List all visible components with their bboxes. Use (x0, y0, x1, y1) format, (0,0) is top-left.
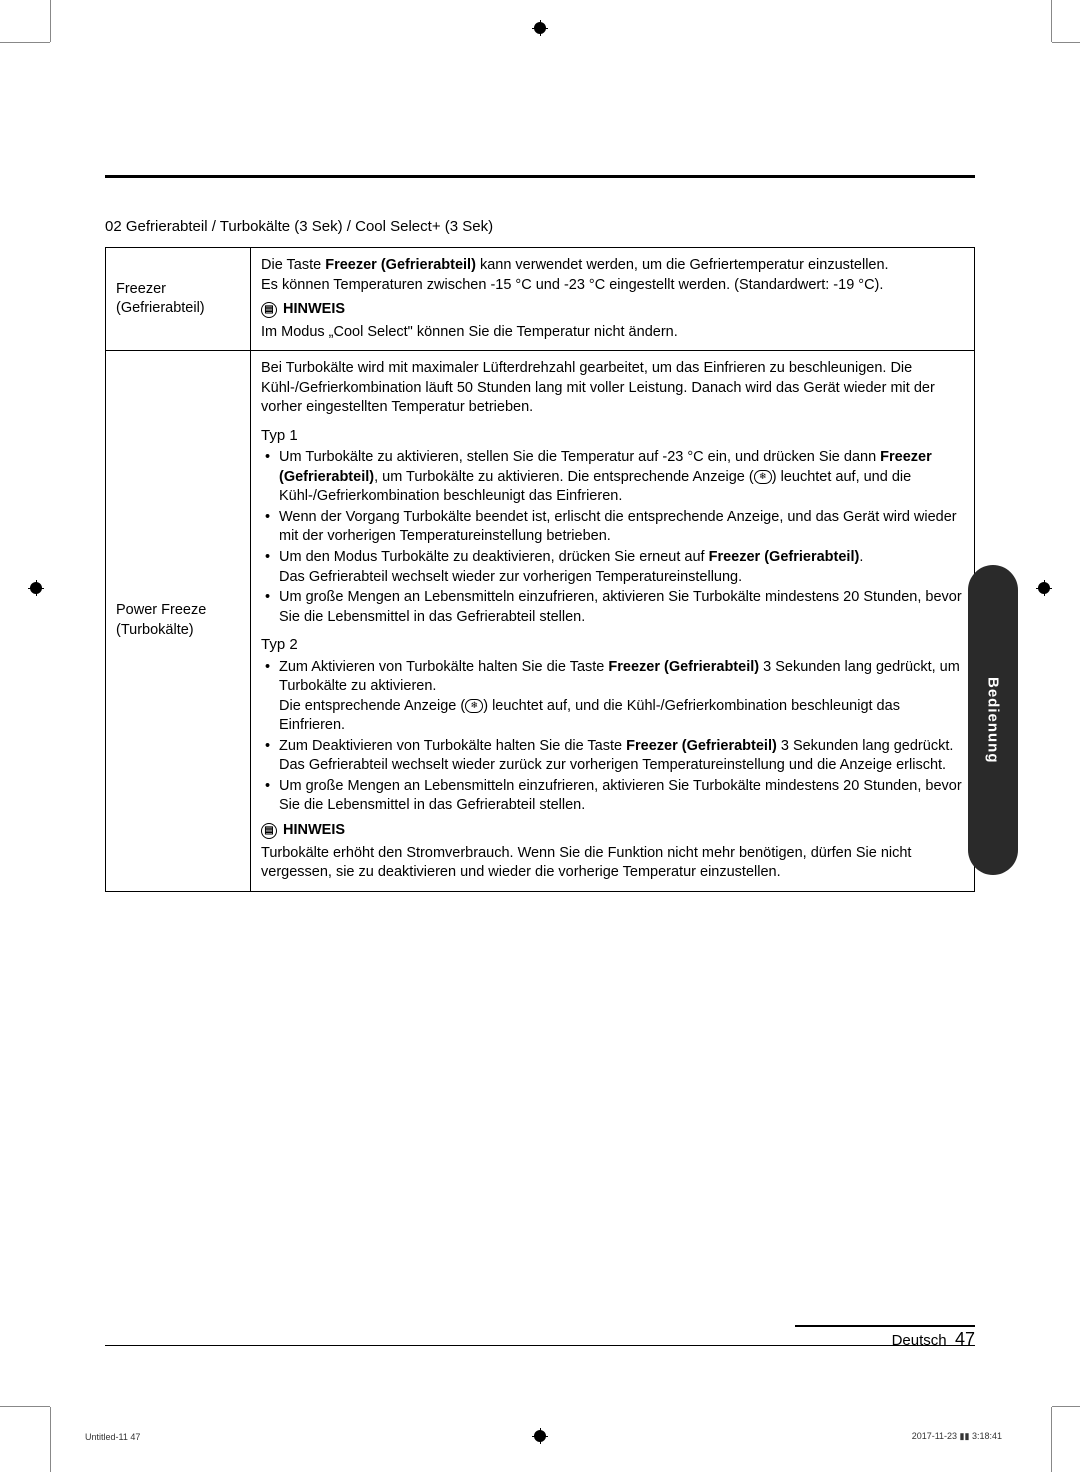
list-item: Um den Modus Turbokälte zu deaktivieren,… (261, 548, 964, 587)
hinweis-row: ▤ HINWEIS (261, 300, 964, 320)
text: Die Taste (261, 257, 325, 273)
crop-mark (50, 0, 51, 42)
bold-text: Freezer (Gefrierabteil) (626, 738, 777, 754)
list-item: Zum Deaktivieren von Turbokälte halten S… (261, 737, 964, 776)
hinweis-row: ▤ HINWEIS (261, 821, 964, 841)
text: Um den Modus Turbokälte zu deaktivieren,… (279, 549, 709, 565)
type-heading: Typ 2 (261, 635, 964, 655)
side-tab: Bedienung (968, 565, 1018, 875)
paragraph: Turbokälte erhöht den Stromverbrauch. We… (261, 844, 964, 883)
label-text: (Turbokälte) (116, 622, 194, 638)
bold-text: Freezer (Gefrierabteil) (709, 549, 860, 565)
crop-mark (50, 1407, 51, 1472)
text: . (859, 549, 863, 565)
print-meta: Untitled-11 47 (85, 1432, 140, 1442)
text: kann verwendet werden, um die Gefriertem… (476, 257, 889, 273)
hinweis-label: HINWEIS (283, 821, 345, 841)
row-content: Bei Turbokälte wird mit maximaler Lüfter… (251, 351, 975, 891)
title-rule (105, 175, 975, 178)
page-content: 02 Gefrierabteil / Turbokälte (3 Sek) / … (105, 175, 975, 892)
label-text: (Gefrierabteil) (116, 300, 205, 316)
hinweis-label: HINWEIS (283, 300, 345, 320)
language-label: Deutsch (892, 1332, 947, 1349)
footer-rule (105, 1345, 975, 1346)
crop-mark (1052, 1406, 1080, 1407)
label-text: Power Freeze (116, 602, 206, 618)
paragraph: Die Taste Freezer (Gefrierabteil) kann v… (261, 256, 964, 276)
list-item: Um große Mengen an Lebensmitteln einzufr… (261, 777, 964, 816)
note-icon: ▤ (261, 823, 277, 839)
paragraph: Bei Turbokälte wird mit maximaler Lüfter… (261, 359, 964, 418)
text: Das Gefrierabteil wechselt wieder zur vo… (279, 569, 742, 585)
side-tab-label: Bedienung (985, 677, 1002, 764)
text: Um Turbokälte zu aktivieren, stellen Sie… (279, 449, 880, 465)
crop-mark (1052, 42, 1080, 43)
text: 3 Sekunden lang gedrückt. (777, 738, 954, 754)
registration-mark (532, 20, 548, 36)
text: Zum Aktivieren von Turbokälte halten Sie… (279, 659, 608, 675)
text: Die entsprechende Anzeige ( (279, 698, 465, 714)
crop-mark (0, 42, 50, 43)
bullet-list: Zum Aktivieren von Turbokälte halten Sie… (261, 658, 964, 817)
label-text: Freezer (116, 281, 166, 297)
text: Zum Deaktivieren von Turbokälte halten S… (279, 738, 626, 754)
text: , um Turbokälte zu aktivieren. Die entsp… (374, 469, 754, 485)
paragraph: Es können Temperaturen zwischen -15 °C u… (261, 276, 964, 296)
registration-mark (1036, 580, 1052, 596)
footer (105, 1345, 975, 1352)
list-item: Wenn der Vorgang Turbokälte beendet ist,… (261, 508, 964, 547)
list-item: Um große Mengen an Lebensmitteln einzufr… (261, 588, 964, 627)
registration-mark (28, 580, 44, 596)
crop-mark (0, 1406, 50, 1407)
list-item: Zum Aktivieren von Turbokälte halten Sie… (261, 658, 964, 736)
page-label: Deutsch 47 (892, 1329, 975, 1350)
row-label: Freezer (Gefrierabteil) (106, 248, 251, 351)
bullet-list: Um Turbokälte zu aktivieren, stellen Sie… (261, 448, 964, 627)
text: Das Gefrierabteil wechselt wieder zurück… (279, 757, 946, 773)
list-item: Um Turbokälte zu aktivieren, stellen Sie… (261, 448, 964, 507)
bold-text: Freezer (Gefrierabteil) (325, 257, 476, 273)
type-heading: Typ 1 (261, 426, 964, 446)
snowflake-icon: ❄ (754, 470, 772, 484)
section-heading: 02 Gefrierabteil / Turbokälte (3 Sek) / … (105, 218, 975, 235)
paragraph: Im Modus „Cool Select" können Sie die Te… (261, 323, 964, 343)
row-label: Power Freeze (Turbokälte) (106, 351, 251, 891)
registration-mark (532, 1428, 548, 1444)
crop-mark (1051, 0, 1052, 42)
bold-text: Freezer (Gefrierabteil) (608, 659, 759, 675)
page-number: 47 (955, 1329, 975, 1349)
table-row: Freezer (Gefrierabteil) Die Taste Freeze… (106, 248, 975, 351)
crop-mark (1051, 1407, 1052, 1472)
snowflake-icon: ❄ (465, 699, 483, 713)
note-icon: ▤ (261, 302, 277, 318)
table-row: Power Freeze (Turbokälte) Bei Turbokälte… (106, 351, 975, 891)
footer-rule-accent (795, 1325, 975, 1327)
row-content: Die Taste Freezer (Gefrierabteil) kann v… (251, 248, 975, 351)
print-meta: 2017-11-23 ▮▮ 3:18:41 (912, 1431, 1002, 1442)
info-table: Freezer (Gefrierabteil) Die Taste Freeze… (105, 247, 975, 892)
